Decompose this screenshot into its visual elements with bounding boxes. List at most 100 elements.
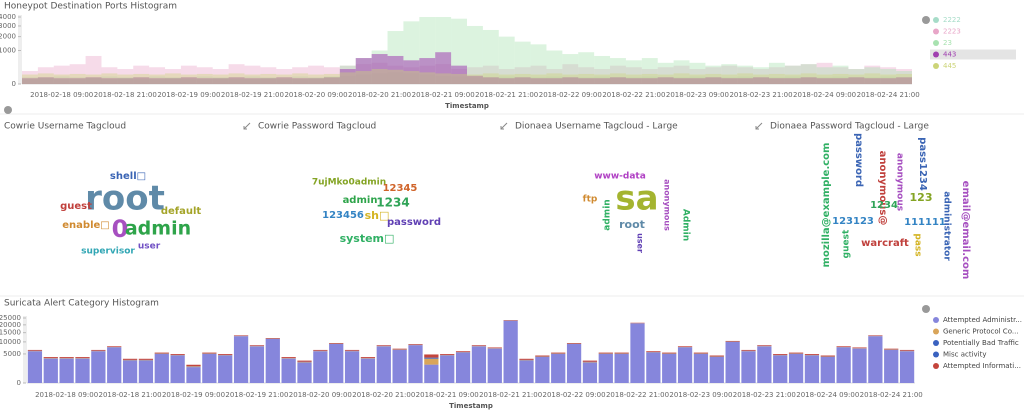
bar-segment [376,346,391,383]
bar [85,77,102,84]
bar-segment [424,364,439,383]
bar [562,74,579,84]
bar-segment [329,344,344,383]
bar [292,78,309,84]
bar-segment [868,336,883,383]
bar [816,74,833,84]
bar-segment [598,352,613,354]
bar-segment [122,360,138,383]
x-tick-label: 2018-02-23 21:00 [729,91,792,99]
y-tick-label: 4000 [0,13,16,21]
chart-title: Suricata Alert Category Histogram [4,299,159,309]
bar-segment [614,352,629,354]
bar-segment [852,348,867,383]
bar-segment [836,347,851,383]
bar [387,55,404,84]
bar-segment [804,355,820,383]
tag-word: admin [603,199,613,230]
bar [784,74,801,84]
bar-segment [709,357,724,383]
tag-word: user [138,242,161,252]
bar [848,77,865,84]
tag-word: 7ujMko0admin [312,178,386,188]
tag-word: ftp [583,195,598,205]
bar-segment [725,341,740,383]
bar [308,74,324,84]
bar-segment [75,357,90,359]
bar-segment [773,354,788,355]
bar [737,78,754,84]
bar [165,73,181,84]
bar [451,73,467,84]
bar [196,78,213,84]
bar [816,78,833,84]
tag-word: sa [615,179,658,219]
legend-swatch [933,328,939,335]
bar-segment [757,345,772,346]
bar [641,73,658,84]
expand-icon [500,122,508,130]
tag-word: 12345 [383,183,418,194]
bar [864,78,881,84]
bar-segment [582,360,598,362]
tag-word: administrator [942,191,952,261]
bar-segment [884,348,899,350]
tag-word: 1234 [870,200,898,211]
bar [212,78,229,84]
tag-word: user [636,233,645,253]
tag-word: sh□ [365,209,390,222]
bar-segment [535,357,550,383]
legend-highlight [930,49,1016,60]
tag-word: root [85,179,165,219]
panel-title: Dionaea Password Tagcloud - Large [770,122,929,132]
bar [387,69,404,84]
bar-segment [868,335,883,336]
x-tick-label: 2018-02-20 09:00 [289,391,352,399]
bar [673,73,690,84]
bar [467,74,483,84]
bar-segment [186,364,201,367]
tag-word: root [619,218,645,231]
bar [753,77,769,84]
collapse-icon[interactable] [4,106,12,114]
bar-segment [297,360,312,362]
bar [578,52,595,84]
bar-segment [677,346,693,347]
legend-toggle[interactable] [922,16,930,24]
bar-segment [614,353,629,383]
x-tick-label: 2018-02-21 21:00 [475,91,538,99]
bar-segment [75,358,90,383]
bar-segment [107,346,122,347]
legend-label: 2222 [943,16,961,24]
bar-segment [265,338,280,339]
bar [721,74,738,84]
bar [689,78,706,84]
bar [594,55,611,84]
legend-label: 2223 [943,28,961,36]
bar [53,78,70,84]
x-tick-label: 2018-02-22 21:00 [602,91,665,99]
x-tick-label: 2018-02-23 21:00 [733,391,796,399]
bar [784,78,801,84]
bar-segment [59,357,74,359]
bar [117,74,134,84]
bar-segment [122,358,138,360]
x-tick-label: 2018-02-18 21:00 [99,391,162,399]
legend-toggle[interactable] [922,305,930,313]
bar [673,78,690,84]
bar [673,60,690,84]
bar [768,78,785,84]
tag-word: pass [913,233,923,256]
bar [482,73,499,84]
y-tick-label: 0 [17,379,21,387]
bar-segment [138,360,154,383]
bar [260,78,277,84]
x-tick-label: 2018-02-19 21:00 [221,91,284,99]
bar-segment [566,344,582,383]
tag-word: guest [60,201,92,212]
y-tick-label: 0 [12,80,16,88]
x-tick-label: 2018-02-21 09:00 [412,91,475,99]
legend-swatch [933,28,939,35]
tag-word: www-data [594,172,646,182]
